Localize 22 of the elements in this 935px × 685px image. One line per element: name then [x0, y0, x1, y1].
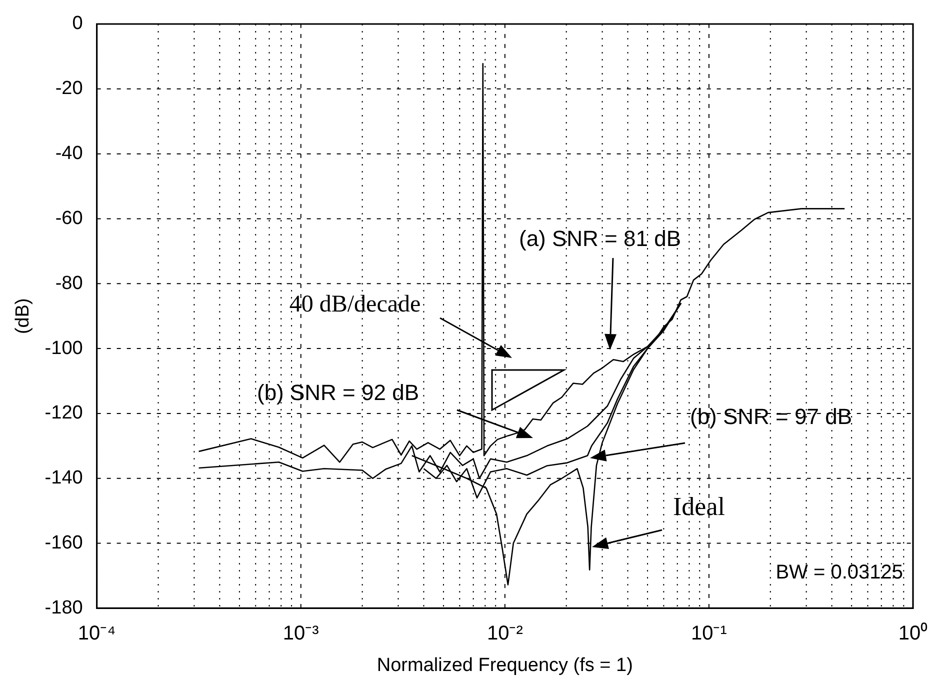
annotation: Ideal: [673, 492, 725, 521]
y-tick-label: -20: [55, 78, 83, 100]
y-tick-label: -80: [55, 272, 83, 294]
annotation: 40 dB/decade: [289, 291, 421, 318]
y-tick-label: -100: [44, 338, 83, 359]
x-tick-label: 10⁻¹: [691, 622, 728, 645]
annotation: BW = 0.03125: [776, 562, 903, 584]
x-tick-label: 10⁻³: [282, 622, 320, 645]
annotation: (a) SNR = 81 dB: [518, 226, 682, 252]
y-tick-label: -160: [44, 532, 83, 554]
x-tick-label: 10⁻²: [486, 622, 524, 645]
y-tick-label: -120: [44, 402, 83, 424]
x-tick-label: 10⁰: [898, 622, 928, 645]
y-tick-label: -140: [44, 468, 83, 489]
y-tick-label: -40: [55, 143, 83, 164]
y-tick-label: 0: [72, 13, 83, 34]
y-tick-label: -60: [55, 208, 83, 229]
y-axis-title: (dB): [12, 298, 34, 334]
x-tick-label: 10⁻⁴: [78, 622, 116, 645]
annotation: (b) SNR = 92 dB: [256, 380, 420, 406]
x-axis-title: Normalized Frequency (fs = 1): [376, 654, 633, 676]
y-tick-label: -180: [44, 597, 83, 618]
